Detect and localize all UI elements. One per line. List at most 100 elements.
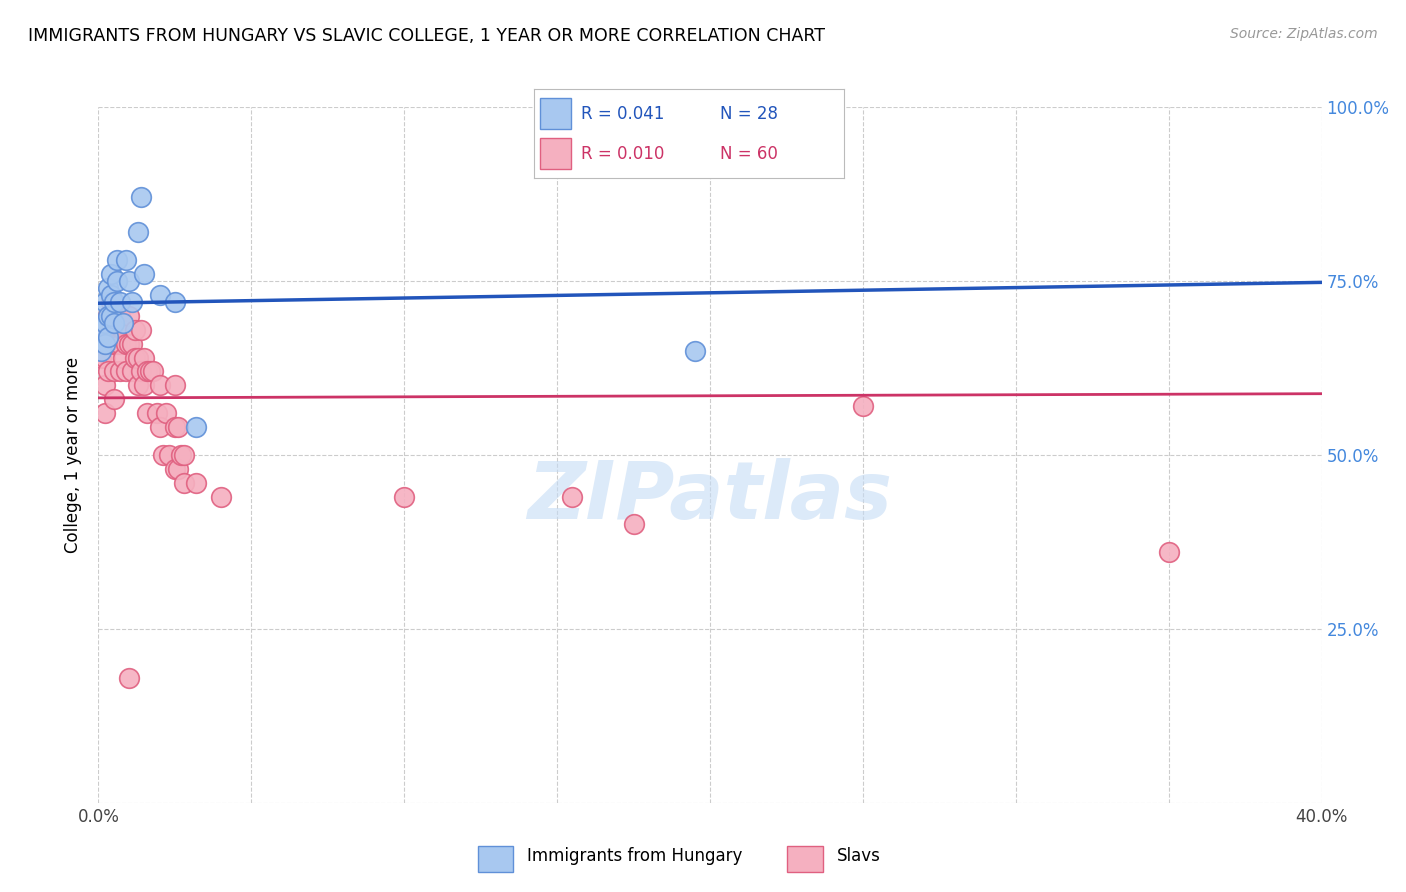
Point xyxy=(157,448,180,462)
Point xyxy=(209,490,232,504)
Point xyxy=(93,378,115,392)
Point xyxy=(129,364,152,378)
Point xyxy=(100,267,122,281)
Point xyxy=(623,517,645,532)
Point xyxy=(105,253,128,268)
Point xyxy=(136,364,159,378)
Point xyxy=(111,323,134,337)
Point xyxy=(142,364,165,378)
Point xyxy=(103,364,125,378)
Point xyxy=(163,462,186,476)
Point xyxy=(173,475,195,490)
Text: Source: ZipAtlas.com: Source: ZipAtlas.com xyxy=(1230,27,1378,41)
Point xyxy=(134,378,156,392)
Text: R = 0.010: R = 0.010 xyxy=(581,145,664,163)
Point xyxy=(103,392,125,407)
Text: Slavs: Slavs xyxy=(837,847,880,865)
Point xyxy=(108,336,131,351)
Point xyxy=(149,378,172,392)
Text: ZIPatlas: ZIPatlas xyxy=(527,458,893,536)
Point xyxy=(93,294,115,309)
Point xyxy=(111,351,134,365)
Point xyxy=(118,671,141,685)
Point xyxy=(97,364,120,378)
Point xyxy=(97,309,120,323)
Point xyxy=(115,253,138,268)
Point xyxy=(100,288,122,302)
Point xyxy=(1157,545,1180,559)
Point xyxy=(145,406,167,420)
Point xyxy=(186,420,208,434)
Point xyxy=(759,114,782,128)
FancyBboxPatch shape xyxy=(540,138,571,169)
Y-axis label: College, 1 year or more: College, 1 year or more xyxy=(63,357,82,553)
Point xyxy=(111,316,134,330)
Point xyxy=(127,225,149,239)
Point xyxy=(149,288,172,302)
Point xyxy=(152,448,174,462)
Point xyxy=(118,309,141,323)
Point xyxy=(108,364,131,378)
Point xyxy=(97,336,120,351)
Point xyxy=(163,294,186,309)
Point xyxy=(97,309,120,323)
Point xyxy=(186,475,208,490)
Point xyxy=(93,406,115,420)
Point xyxy=(103,316,125,330)
Text: N = 28: N = 28 xyxy=(720,104,778,123)
Point xyxy=(103,294,125,309)
Point xyxy=(167,462,190,476)
Point xyxy=(100,294,122,309)
Point xyxy=(118,274,141,288)
Point xyxy=(127,351,149,365)
Point xyxy=(683,343,706,358)
Text: IMMIGRANTS FROM HUNGARY VS SLAVIC COLLEGE, 1 YEAR OR MORE CORRELATION CHART: IMMIGRANTS FROM HUNGARY VS SLAVIC COLLEG… xyxy=(28,27,825,45)
Point xyxy=(108,309,131,323)
Point xyxy=(121,294,143,309)
Point xyxy=(90,323,112,337)
Point xyxy=(852,399,875,413)
Point xyxy=(124,323,146,337)
Point xyxy=(121,336,143,351)
Point xyxy=(561,490,583,504)
Point xyxy=(90,343,112,358)
FancyBboxPatch shape xyxy=(478,846,513,872)
Point xyxy=(173,448,195,462)
Point xyxy=(155,406,177,420)
Point xyxy=(97,281,120,295)
Point xyxy=(167,420,190,434)
Text: N = 60: N = 60 xyxy=(720,145,778,163)
Point xyxy=(105,336,128,351)
Point xyxy=(124,351,146,365)
Point xyxy=(170,448,193,462)
Point xyxy=(93,351,115,365)
Point xyxy=(392,490,416,504)
FancyBboxPatch shape xyxy=(787,846,823,872)
Point xyxy=(134,351,156,365)
Point xyxy=(115,364,138,378)
Point xyxy=(163,420,186,434)
Point xyxy=(105,309,128,323)
Point xyxy=(118,336,141,351)
Point xyxy=(127,378,149,392)
Point xyxy=(136,406,159,420)
Point xyxy=(149,420,172,434)
Point xyxy=(139,364,162,378)
Point xyxy=(90,323,112,337)
Point xyxy=(129,323,152,337)
Point xyxy=(103,336,125,351)
Point xyxy=(134,267,156,281)
Point xyxy=(108,294,131,309)
Point xyxy=(100,309,122,323)
Point xyxy=(115,336,138,351)
Point xyxy=(93,316,115,330)
Point xyxy=(163,378,186,392)
Point xyxy=(93,336,115,351)
Text: Immigrants from Hungary: Immigrants from Hungary xyxy=(527,847,742,865)
Point xyxy=(97,329,120,343)
Point xyxy=(90,351,112,365)
Point xyxy=(121,364,143,378)
Text: R = 0.041: R = 0.041 xyxy=(581,104,664,123)
Point xyxy=(105,274,128,288)
Point xyxy=(100,323,122,337)
